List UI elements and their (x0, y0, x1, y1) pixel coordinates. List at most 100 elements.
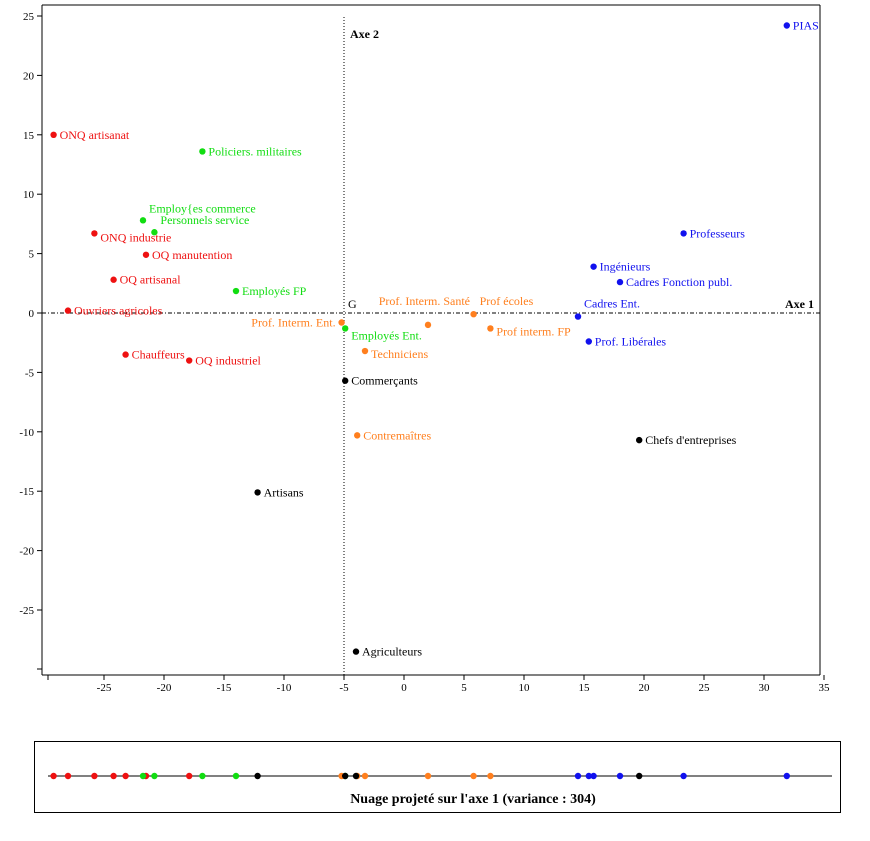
projected-point (590, 772, 597, 780)
point-label: Professeurs (690, 226, 746, 240)
point-label: Employ{es commerce (149, 201, 256, 215)
data-point (470, 310, 477, 318)
point-label: Chauffeurs (132, 348, 185, 362)
data-point (636, 436, 643, 444)
x-tick-label: 25 (699, 682, 711, 694)
point-label: Prof interm. FP (496, 324, 571, 338)
data-point (199, 148, 206, 155)
data-point (342, 377, 349, 384)
data-point (574, 313, 582, 320)
point-label: ONQ artisanat (60, 128, 130, 142)
point-label: Employés Ent. (351, 328, 422, 342)
point-label: Chefs d'entreprises (645, 433, 736, 447)
data-point (616, 278, 624, 286)
projected-point (424, 772, 432, 780)
data-point (424, 321, 432, 329)
x-tick-label: -10 (277, 682, 292, 694)
y-tick-label: -15 (19, 486, 34, 498)
axis2-label: Axe 2 (350, 27, 379, 41)
point-label: Ouvriers agricoles (74, 304, 163, 318)
projected-point (616, 772, 624, 780)
axis1-label: Axe 1 (785, 297, 814, 311)
x-tick-label: 0 (401, 682, 407, 694)
projection-box (34, 741, 841, 813)
data-point (783, 22, 790, 29)
data-point (590, 263, 597, 270)
point-label: Cadres Ent. (584, 297, 640, 311)
projected-point (574, 772, 582, 780)
point-label: Prof. Interm. Ent. (251, 316, 335, 330)
data-point (352, 648, 360, 655)
x-tick-label: 20 (639, 682, 651, 694)
origin-label: G (348, 297, 357, 311)
data-point (91, 230, 98, 237)
projected-point (151, 772, 158, 780)
projected-point (199, 772, 206, 780)
x-tick-label: -20 (157, 682, 172, 694)
y-tick-label: -25 (19, 605, 34, 617)
data-point (342, 325, 349, 332)
data-point (186, 357, 193, 364)
data-point (487, 325, 494, 332)
point-label: Artisans (264, 485, 304, 499)
projected-point (110, 772, 117, 780)
x-tick-label: -5 (339, 682, 349, 694)
x-tick-label: 5 (461, 682, 467, 694)
y-tick-label: 0 (29, 308, 35, 320)
point-label: OQ artisanal (120, 273, 182, 287)
point-label: Contremaîtres (363, 428, 431, 442)
projection-points (50, 772, 790, 780)
point-label: Personnels service (160, 213, 249, 227)
projected-point (91, 772, 98, 780)
data-point (361, 347, 369, 355)
data-point (64, 307, 72, 314)
point-label: Agriculteurs (362, 645, 422, 659)
projected-point (470, 772, 477, 780)
point-label: Policiers. militaires (208, 144, 302, 158)
data-point (110, 276, 117, 283)
projected-point (122, 772, 129, 780)
y-tick-label: 5 (29, 249, 35, 261)
y-tick-label: -20 (19, 546, 34, 558)
data-point (151, 229, 158, 236)
projected-point (139, 772, 147, 780)
x-tick-label: 10 (519, 682, 531, 694)
projected-point (487, 772, 494, 780)
projected-point (50, 772, 57, 780)
point-label: Prof. Libérales (595, 335, 667, 349)
point-label: Commerçants (351, 374, 418, 388)
data-point (254, 489, 261, 496)
plot-frame (41, 4, 821, 676)
projection-caption: Nuage projeté sur l'axe 1 (variance : 30… (350, 792, 596, 807)
data-point (50, 131, 57, 138)
point-label: Employés FP (242, 284, 307, 298)
factor-axes: Axe 1 Axe 2 G (42, 17, 820, 675)
data-point (142, 251, 150, 258)
x-tick-label: -15 (217, 682, 232, 694)
data-point (338, 319, 345, 326)
x-tick-label: -25 (97, 682, 112, 694)
projected-point (342, 772, 349, 780)
projected-point (783, 772, 790, 780)
x-tick-label: 30 (759, 682, 771, 694)
point-label: Techniciens (371, 347, 428, 361)
data-point (680, 230, 687, 237)
y-tick-label: 20 (23, 70, 35, 82)
point-label: PIAS (793, 19, 819, 33)
point-label: Ingénieurs (600, 260, 651, 274)
point-label: Prof. Interm. Santé (379, 294, 470, 308)
data-point (354, 432, 361, 439)
point-label: Prof écoles (480, 294, 534, 308)
point-label: Cadres Fonction publ. (626, 275, 732, 289)
x-tick-label: 15 (579, 682, 591, 694)
data-point (139, 217, 147, 224)
projected-point (254, 772, 261, 780)
projected-point (636, 772, 643, 780)
x-tick-label: 35 (819, 682, 831, 694)
point-label: OQ industriel (195, 354, 261, 368)
axis-ticks: -25 -20 -15 -10 -5 0 5 10 15 20 25 30 35 25 20 15 10 5 0 -5… (19, 11, 830, 694)
y-tick-label: 15 (23, 130, 35, 142)
point-label: ONQ industrie (100, 230, 171, 244)
